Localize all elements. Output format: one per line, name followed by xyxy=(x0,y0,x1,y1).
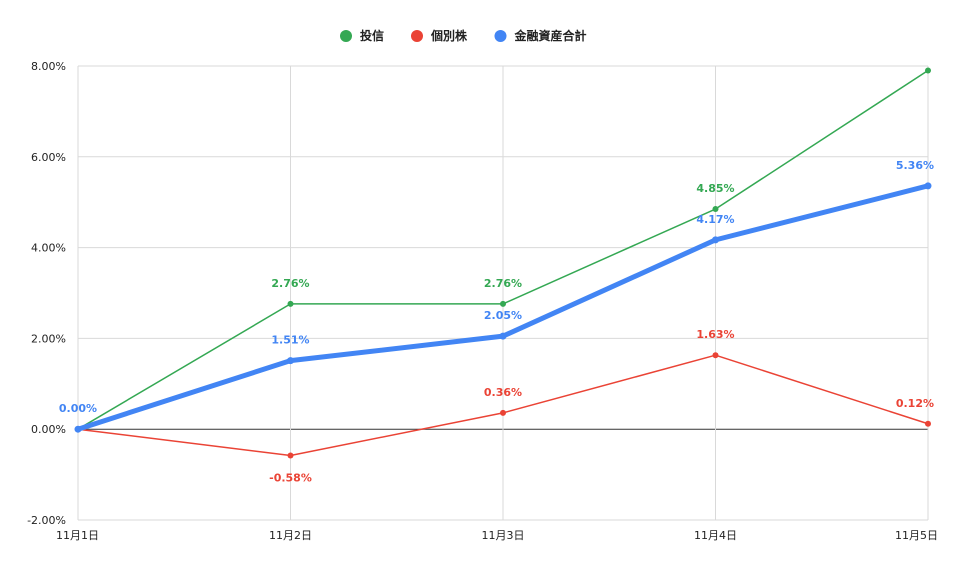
data-point xyxy=(287,452,294,459)
legend-marker xyxy=(340,30,352,42)
data-label: 0.36% xyxy=(484,386,522,399)
data-point xyxy=(287,300,294,307)
data-point xyxy=(74,425,82,433)
data-label: 2.05% xyxy=(484,309,522,322)
y-tick-label: 2.00% xyxy=(31,332,66,345)
legend-marker xyxy=(411,30,423,42)
data-label: 2.76% xyxy=(271,277,309,290)
y-tick-label: -2.00% xyxy=(27,514,66,527)
x-tick-label: 11月5日 xyxy=(895,529,938,542)
data-label: 1.51% xyxy=(271,334,309,347)
data-label: 1.63% xyxy=(696,328,734,341)
y-tick-label: 0.00% xyxy=(31,423,66,436)
data-point xyxy=(499,332,507,340)
legend-item-label: 個別株 xyxy=(430,28,468,43)
data-point xyxy=(287,357,294,365)
x-tick-label: 11月2日 xyxy=(269,529,312,542)
data-point xyxy=(925,420,931,427)
data-point xyxy=(500,409,506,416)
y-tick-label: 8.00% xyxy=(31,60,66,73)
x-tick-label: 11月1日 xyxy=(56,529,99,542)
data-point xyxy=(712,236,719,244)
y-tick-label: 4.00% xyxy=(31,242,66,255)
legend-item-label: 金融資産合計 xyxy=(514,28,587,43)
data-point xyxy=(924,182,932,190)
data-label: 4.85% xyxy=(696,182,734,195)
data-label: 0.12% xyxy=(896,397,934,410)
y-tick-label: 6.00% xyxy=(31,151,66,164)
data-point xyxy=(712,206,719,213)
data-label: 2.76% xyxy=(484,277,522,290)
legend-item-label: 投信 xyxy=(360,28,384,43)
data-point xyxy=(500,300,506,307)
data-label: 0.00% xyxy=(59,402,97,415)
data-label: -0.58% xyxy=(269,472,312,485)
data-label: 4.17% xyxy=(696,213,734,226)
x-tick-label: 11月4日 xyxy=(694,529,737,542)
x-tick-label: 11月3日 xyxy=(482,529,525,542)
legend-marker xyxy=(494,30,507,42)
data-label: 5.36% xyxy=(896,159,934,172)
data-point xyxy=(925,67,931,74)
data-point xyxy=(712,352,719,359)
